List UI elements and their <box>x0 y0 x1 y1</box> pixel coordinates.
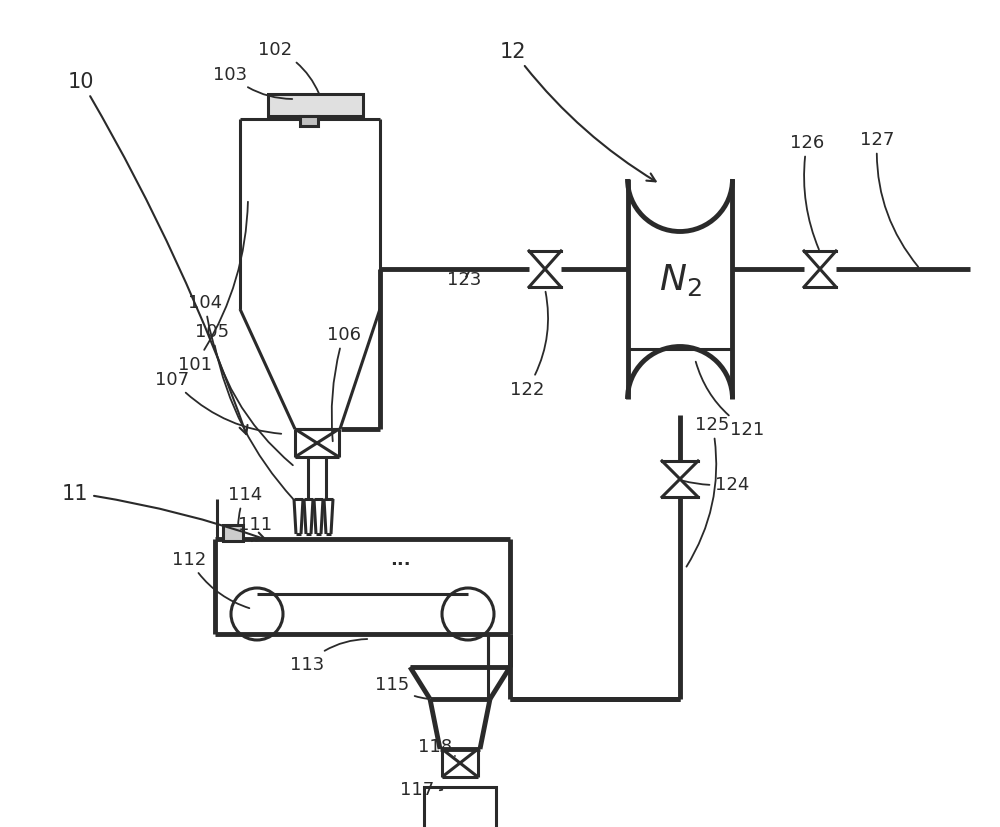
Text: 107: 107 <box>155 370 281 434</box>
Text: 112: 112 <box>172 550 249 609</box>
Text: 125: 125 <box>686 415 729 567</box>
Text: $N_2$: $N_2$ <box>659 261 701 298</box>
Text: 104: 104 <box>188 294 293 466</box>
Text: 118: 118 <box>418 737 455 756</box>
Text: 122: 122 <box>510 293 548 399</box>
Text: 103: 103 <box>213 66 292 100</box>
Text: 113: 113 <box>290 639 367 673</box>
Bar <box>223 525 243 542</box>
Text: 105: 105 <box>195 323 293 500</box>
Bar <box>300 117 318 127</box>
Text: 10: 10 <box>68 72 247 435</box>
Text: 111: 111 <box>238 515 272 542</box>
Text: 101: 101 <box>178 203 248 374</box>
Text: 114: 114 <box>228 485 262 527</box>
Text: ...: ... <box>390 550 410 568</box>
Text: 12: 12 <box>500 42 656 182</box>
Text: 106: 106 <box>327 326 361 442</box>
Text: 102: 102 <box>258 41 319 94</box>
Bar <box>268 95 363 117</box>
Text: 123: 123 <box>447 270 481 289</box>
Text: 115: 115 <box>375 675 427 699</box>
Text: 117: 117 <box>400 780 442 798</box>
Text: 127: 127 <box>860 131 918 268</box>
Text: 121: 121 <box>696 362 764 438</box>
Bar <box>424 787 496 827</box>
Text: 124: 124 <box>683 476 749 494</box>
Text: 11: 11 <box>62 484 265 541</box>
Text: 126: 126 <box>790 134 824 250</box>
